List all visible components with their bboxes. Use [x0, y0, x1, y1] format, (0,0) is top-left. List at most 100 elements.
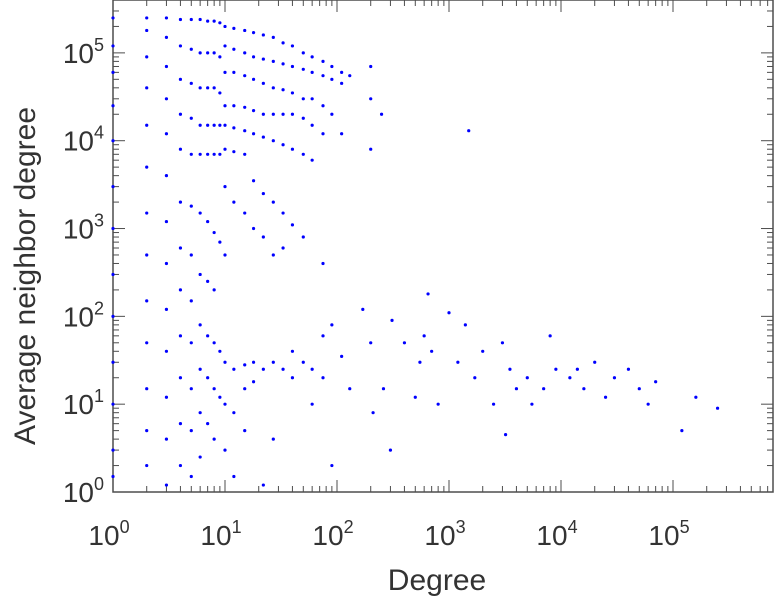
data-point: [271, 253, 275, 257]
data-point: [218, 123, 222, 127]
data-point: [321, 261, 325, 266]
data-point: [164, 219, 169, 224]
y-tick-label: 101: [63, 386, 104, 420]
data-point: [164, 437, 169, 441]
data-point: [243, 363, 247, 367]
data-point: [145, 341, 149, 345]
data-point: [281, 211, 285, 215]
data-point: [281, 112, 285, 116]
data-point: [261, 483, 265, 487]
data-point: [232, 104, 236, 108]
x-tick-label: 103: [424, 517, 465, 551]
data-point: [271, 139, 275, 143]
data-point: [422, 334, 426, 338]
data-point: [111, 314, 115, 318]
data-point: [348, 387, 352, 391]
y-tick-label: 102: [63, 298, 104, 332]
data-point: [321, 376, 325, 380]
data-point: [206, 19, 210, 23]
data-point: [111, 448, 115, 452]
data-point: [503, 433, 508, 437]
data-point: [212, 341, 216, 345]
data-point: [436, 402, 440, 406]
data-point: [582, 387, 586, 391]
data-point: [223, 360, 227, 364]
data-point: [164, 261, 169, 266]
data-point: [206, 152, 210, 156]
y-tick-label: 105: [63, 35, 104, 69]
data-point: [530, 402, 534, 406]
data-point: [330, 323, 334, 327]
data-point: [301, 51, 305, 55]
data-point: [271, 59, 275, 63]
data-point: [271, 437, 275, 441]
data-point: [145, 299, 149, 303]
data-point: [554, 367, 558, 371]
data-point: [243, 129, 247, 133]
data-point: [251, 55, 256, 59]
data-point: [369, 64, 373, 69]
data-point: [178, 147, 183, 151]
data-point: [251, 132, 256, 136]
data-point: [232, 200, 236, 204]
data-point: [206, 279, 210, 284]
data-point: [223, 185, 227, 189]
y-axis-label: Average neighbor degree: [9, 107, 42, 445]
data-point: [198, 123, 202, 127]
data-point: [111, 360, 115, 364]
data-point: [145, 463, 149, 468]
data-point: [111, 16, 115, 20]
data-point: [251, 360, 256, 364]
data-point: [218, 91, 222, 95]
data-point: [206, 219, 210, 224]
data-point: [646, 402, 650, 406]
y-tick-label: 104: [63, 123, 104, 157]
data-point: [310, 97, 314, 101]
data-point: [198, 455, 202, 459]
data-point: [212, 387, 216, 391]
data-point: [261, 191, 265, 196]
data-point: [340, 354, 344, 358]
data-point: [111, 474, 115, 479]
data-point: [371, 411, 375, 415]
data-point: [321, 334, 325, 338]
data-point: [232, 47, 236, 51]
y-tick-label: 100: [63, 474, 104, 508]
data-point: [223, 70, 227, 74]
data-point: [290, 376, 295, 380]
data-point: [218, 395, 222, 399]
data-point: [310, 367, 314, 371]
data-point: [603, 395, 608, 399]
minor-ticks: [113, 0, 773, 492]
data-point: [261, 135, 265, 139]
data-point: [178, 77, 183, 81]
data-point: [164, 132, 169, 136]
data-point: [290, 147, 295, 151]
data-point: [301, 116, 305, 120]
data-point: [189, 81, 193, 85]
data-point: [189, 253, 193, 257]
data-point: [243, 105, 247, 109]
data-point: [290, 91, 295, 95]
data-point: [251, 179, 256, 183]
data-point: [379, 112, 384, 116]
x-tick-label: 102: [312, 517, 353, 551]
data-point: [654, 380, 658, 384]
data-point: [189, 429, 193, 433]
data-point: [243, 387, 247, 391]
data-point: [198, 17, 202, 22]
x-tick-labels: 100 101 102 103 104 105: [88, 517, 689, 551]
data-point: [218, 349, 222, 353]
data-point: [111, 272, 115, 277]
data-point: [198, 51, 202, 55]
data-point: [321, 59, 325, 63]
data-point: [251, 380, 256, 384]
data-point: [281, 88, 285, 92]
data-point: [593, 360, 597, 364]
data-point: [189, 299, 193, 303]
data-point: [145, 123, 149, 127]
data-point: [111, 139, 115, 143]
data-point: [243, 152, 247, 156]
data-point: [271, 35, 275, 40]
y-tick-labels: 100 101 102 103 104 105: [63, 35, 104, 508]
